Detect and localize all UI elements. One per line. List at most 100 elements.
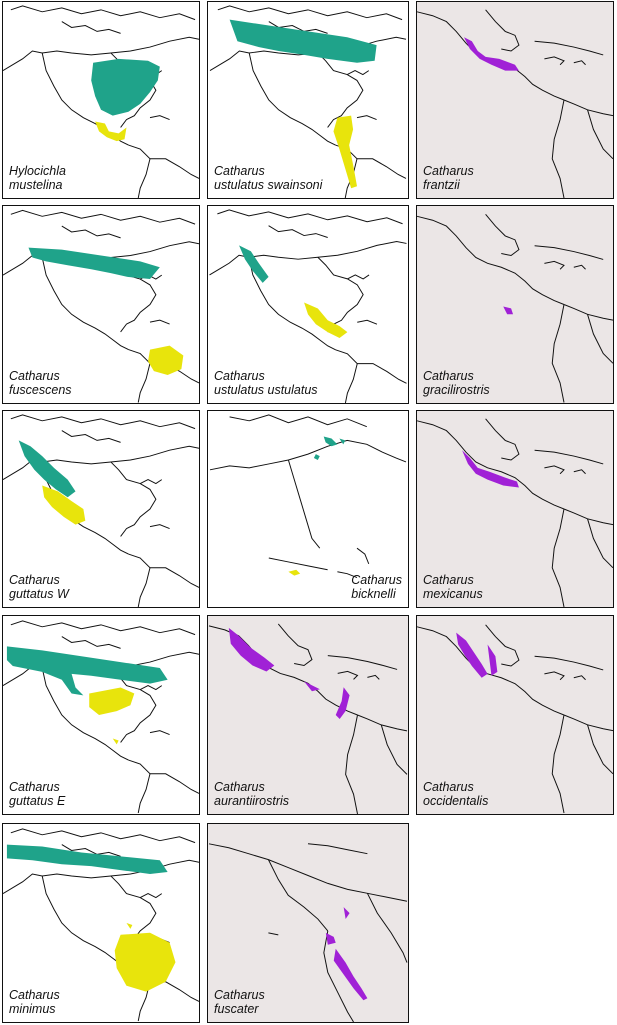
coastline-path: [110, 461, 157, 537]
coastline-path: [41, 257, 129, 351]
coastline-path: [128, 553, 151, 607]
coastline-path: [544, 260, 565, 270]
coastline-path: [347, 274, 370, 280]
resident-range: [462, 450, 519, 488]
breeding-range: [6, 646, 168, 696]
coastline-path: [563, 304, 613, 321]
resident-range: [456, 632, 498, 678]
coastline-path: [544, 56, 565, 66]
coastline-path: [128, 759, 151, 814]
genus-name: Catharus: [423, 780, 474, 794]
breeding-range: [91, 58, 160, 116]
coastline-path: [61, 21, 121, 34]
map-panel-catharus-guttatus-w: Catharus guttatus W: [2, 410, 200, 608]
coastline-path: [337, 670, 359, 680]
coastline-path: [229, 414, 367, 428]
range-map: [417, 9, 613, 198]
species-label: Catharus guttatus E: [9, 780, 65, 808]
coastline-path: [485, 9, 520, 52]
coastline-path: [208, 843, 408, 902]
species-name: guttatus E: [9, 794, 66, 808]
coastline-path: [248, 257, 336, 351]
central-america-outline: [417, 214, 613, 403]
breeding-range: [6, 844, 168, 874]
coastline-path: [356, 547, 370, 565]
map-panel-hylocichla-mustelina: Hylocichla mustelina: [2, 1, 200, 199]
species-name: fuscescens: [9, 383, 72, 397]
coastline-path: [10, 414, 196, 430]
map-panel-catharus-fuscescens: Catharus fuscescens: [2, 205, 200, 404]
species-label: Catharus ustulatus swainsoni: [214, 164, 322, 192]
coastline-path: [357, 158, 407, 179]
coastline-path: [139, 685, 163, 691]
coastline-path: [268, 21, 328, 34]
species-name: frantzii: [423, 178, 460, 192]
range-map: [208, 843, 408, 1022]
genus-name: Catharus: [423, 369, 474, 383]
map-panel-catharus-gracilirostris: Catharus gracilirostris: [416, 205, 614, 404]
range-map: [208, 623, 408, 814]
species-name: mexicanus: [423, 587, 483, 601]
coastline-path: [41, 875, 129, 969]
coastline-path: [573, 469, 586, 475]
species-name: ustulatus swainsoni: [214, 178, 323, 192]
coastline-path: [150, 773, 199, 794]
map-panel-catharus-guttatus-e: Catharus guttatus E: [2, 615, 200, 815]
coastline-path: [573, 264, 586, 270]
wintering-range: [288, 569, 301, 576]
coastline-path: [139, 479, 163, 485]
range-map: [3, 414, 199, 607]
coastline-path: [217, 209, 403, 225]
coastline-path: [10, 828, 196, 844]
coastline-path: [139, 893, 163, 899]
coastline-path: [345, 714, 358, 814]
coastline-path: [485, 418, 520, 461]
species-label: Catharus minimus: [9, 988, 60, 1016]
coastline-path: [366, 893, 408, 963]
genus-name: Catharus: [351, 573, 402, 587]
resident-range: [228, 627, 350, 719]
genus-name: Hylocichla: [9, 164, 66, 178]
central-america-outline: [417, 624, 613, 814]
wintering-range: [148, 345, 184, 376]
species-name: mustelina: [9, 178, 63, 192]
coastline-path: [149, 319, 170, 325]
coastline-path: [563, 714, 613, 732]
species-label: Catharus aurantiirostris: [214, 780, 289, 808]
map-panel-catharus-frantzii: Catharus frantzii: [416, 1, 614, 199]
coastline-path: [544, 465, 565, 475]
central-america-outline: [417, 418, 613, 607]
coastline-path: [10, 209, 196, 225]
species-label: Catharus fuscater: [214, 988, 265, 1016]
genus-name: Catharus: [9, 573, 60, 587]
coastline-path: [209, 240, 407, 276]
species-name: fuscater: [214, 1002, 259, 1016]
species-name: bicknelli: [351, 587, 396, 601]
north-america-outline: [209, 209, 407, 403]
wintering-range: [89, 687, 135, 745]
species-name: gracilirostris: [423, 383, 490, 397]
coastline-path: [587, 109, 613, 160]
wintering-range: [114, 923, 176, 992]
species-name: ustulatus ustulatus: [214, 383, 318, 397]
coastline-path: [128, 349, 151, 403]
species-name: occidentalis: [423, 794, 489, 808]
coastline-path: [268, 932, 279, 936]
coastline-path: [551, 508, 565, 607]
coastline-path: [337, 571, 358, 579]
species-label: Catharus occidentalis: [423, 780, 488, 808]
coastline-path: [277, 623, 313, 667]
coastline-path: [209, 439, 407, 471]
coastline-path: [150, 158, 199, 179]
coastline-path: [268, 557, 328, 571]
coastline-path: [110, 667, 157, 743]
coastline-path: [248, 52, 336, 146]
map-panel-catharus-mexicanus: Catharus mexicanus: [416, 410, 614, 608]
coastline-path: [551, 304, 565, 403]
coastline-path: [3, 859, 199, 895]
coastline-path: [534, 655, 604, 671]
species-name: aurantiirostris: [214, 794, 290, 808]
range-map: [417, 624, 613, 814]
coastline-path: [380, 724, 408, 775]
coastline-path: [317, 256, 364, 333]
